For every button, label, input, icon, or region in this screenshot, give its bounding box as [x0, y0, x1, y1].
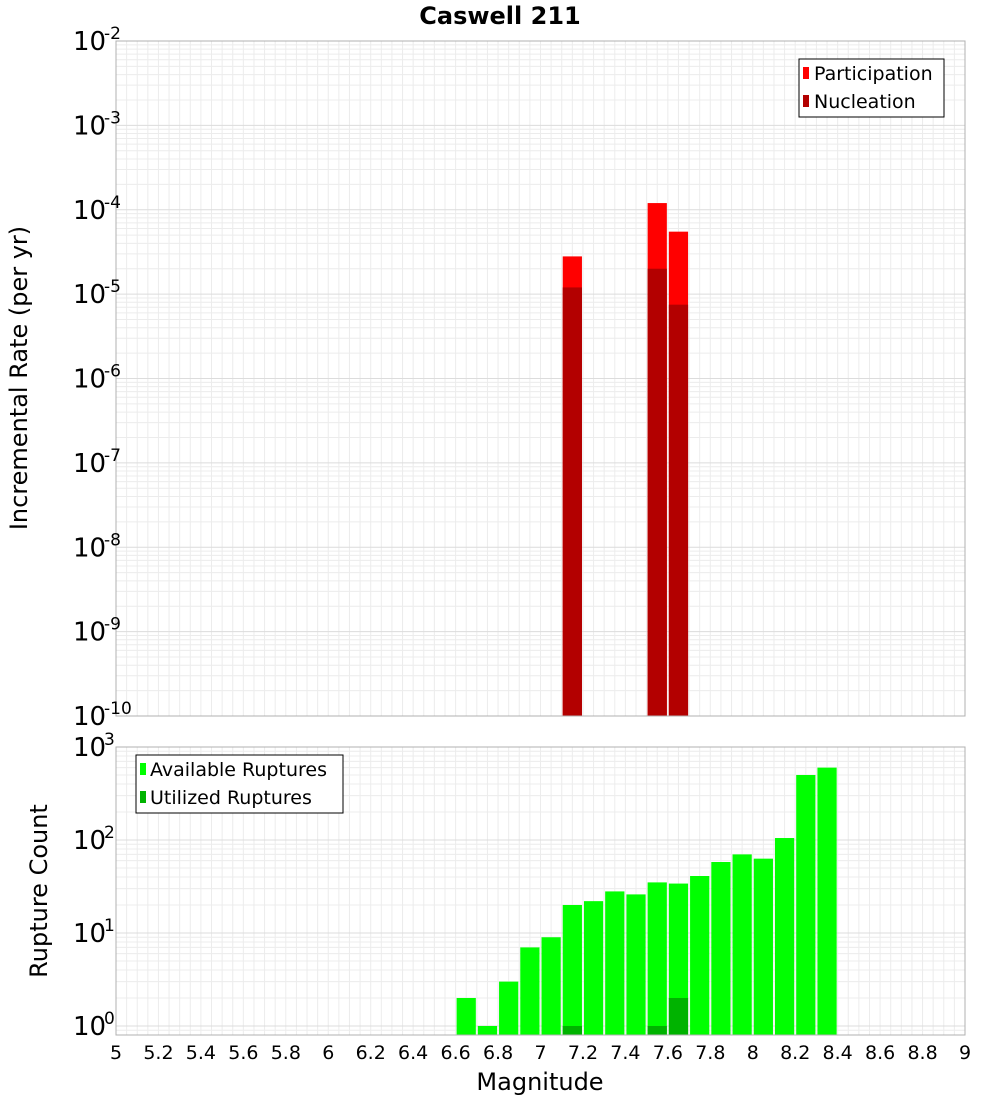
- y-tick-exponent: -2: [104, 24, 121, 44]
- legend-swatch-utilized: [140, 791, 146, 803]
- bottom-y-axis-label: Rupture Count: [25, 804, 53, 978]
- legend-label-participation: Participation: [814, 63, 933, 85]
- bar-available-ruptures: [605, 891, 625, 1035]
- bar-available-ruptures: [626, 894, 646, 1035]
- x-tick-labels: 5 5.2 5.4 5.6 5.8 6 6.2 6.4 6.6 6.8 7 7.2 7.4 7.6 7.8 8…: [110, 1042, 971, 1064]
- y-tick-label: 10: [73, 702, 106, 732]
- bar-nucleation: [647, 268, 667, 716]
- y-tick-exponent: 3: [104, 730, 115, 750]
- y-tick-label: 10: [73, 733, 106, 763]
- y-tick-label: 10: [73, 365, 106, 395]
- bar-available-ruptures: [499, 981, 519, 1035]
- bar-available-ruptures: [668, 883, 689, 1035]
- x-tick-label: 6: [322, 1042, 334, 1064]
- y-tick-exponent: -4: [104, 193, 121, 213]
- bottom-plot-border: [115, 746, 966, 1036]
- bar-available-ruptures: [753, 858, 773, 1035]
- x-tick-label: 6.2: [356, 1042, 386, 1064]
- legend-swatch-available: [140, 763, 146, 775]
- y-tick-exponent: -3: [104, 108, 121, 128]
- x-tick-label: 6.4: [398, 1042, 428, 1064]
- y-tick-label: 10: [73, 919, 106, 949]
- y-tick-exponent: 1: [104, 916, 115, 936]
- x-tick-label: 5.8: [271, 1042, 301, 1064]
- y-tick-label: 10: [73, 27, 106, 57]
- x-tick-label: 7.8: [695, 1042, 725, 1064]
- y-tick-label: 10: [73, 533, 106, 563]
- y-tick-label: 10: [73, 449, 106, 479]
- y-tick-label: 10: [73, 826, 106, 856]
- legend-label-utilized: Utilized Ruptures: [150, 787, 312, 809]
- bar-available-ruptures: [647, 882, 667, 1035]
- top-legend: Participation Nucleation: [798, 58, 945, 118]
- bar-available-ruptures: [690, 876, 710, 1035]
- legend-swatch-participation: [803, 67, 809, 79]
- top-gridlines: [116, 41, 965, 716]
- bar-available-ruptures: [477, 1025, 498, 1035]
- x-tick-label: 6.6: [440, 1042, 470, 1064]
- x-tick-label: 8: [747, 1042, 759, 1064]
- top-y-axis-label: Incremental Rate (per yr): [5, 226, 33, 530]
- bar-available-ruptures: [562, 904, 582, 1035]
- x-tick-label: 8.4: [823, 1042, 853, 1064]
- y-tick-exponent: -5: [104, 277, 121, 297]
- top-bars: [562, 203, 689, 716]
- y-tick-exponent: -7: [104, 446, 121, 466]
- bar-nucleation: [668, 304, 689, 716]
- x-tick-label: 7: [534, 1042, 546, 1064]
- x-tick-label: 8.6: [865, 1042, 895, 1064]
- bar-available-ruptures: [583, 901, 604, 1035]
- y-tick-label: 10: [73, 618, 106, 648]
- x-tick-label: 8.2: [780, 1042, 810, 1064]
- x-tick-label: 9: [959, 1042, 971, 1064]
- bar-utilized-ruptures: [668, 997, 689, 1035]
- y-tick-exponent: 2: [104, 823, 115, 843]
- x-tick-label: 5.6: [228, 1042, 258, 1064]
- bottom-legend-box: [135, 754, 344, 814]
- bottom-legend: Available Ruptures Utilized Ruptures: [135, 754, 344, 814]
- bar-available-ruptures: [732, 854, 752, 1035]
- top-plot-border: [115, 40, 966, 717]
- top-legend-box: [798, 58, 945, 118]
- y-tick-exponent: -9: [104, 615, 121, 635]
- x-axis-label: Magnitude: [476, 1068, 603, 1096]
- y-tick-exponent: -6: [104, 362, 121, 382]
- x-tick-label: 6.8: [483, 1042, 513, 1064]
- bar-nucleation: [562, 287, 582, 716]
- x-tick-label: 7.4: [610, 1042, 640, 1064]
- bar-available-ruptures: [796, 774, 816, 1035]
- bar-utilized-ruptures: [562, 1025, 582, 1035]
- y-tick-label: 10: [73, 1012, 106, 1042]
- x-tick-label: 7.2: [568, 1042, 598, 1064]
- x-tick-label: 7.6: [653, 1042, 683, 1064]
- chart-title: Caswell 211: [419, 2, 580, 30]
- bar-available-ruptures: [817, 767, 837, 1035]
- bar-available-ruptures: [520, 947, 540, 1035]
- y-tick-exponent: 0: [104, 1009, 115, 1029]
- y-tick-label: 10: [73, 196, 106, 226]
- x-tick-label: 5.4: [186, 1042, 216, 1064]
- bottom-bars: [456, 767, 837, 1035]
- bar-available-ruptures: [541, 937, 561, 1035]
- legend-swatch-nucleation: [803, 95, 809, 107]
- legend-label-nucleation: Nucleation: [814, 91, 916, 113]
- y-tick-exponent: -8: [104, 530, 121, 550]
- y-tick-exponent: -10: [104, 699, 132, 719]
- bar-available-ruptures: [774, 838, 795, 1035]
- x-tick-label: 5.2: [143, 1042, 173, 1064]
- bar-available-ruptures: [456, 997, 476, 1035]
- x-tick-label: 5: [110, 1042, 122, 1064]
- bar-utilized-ruptures: [647, 1025, 667, 1035]
- x-tick-label: 8.8: [907, 1042, 937, 1064]
- legend-label-available: Available Ruptures: [150, 759, 327, 781]
- y-tick-label: 10: [73, 280, 106, 310]
- y-tick-label: 10: [73, 111, 106, 141]
- bar-available-ruptures: [711, 861, 731, 1035]
